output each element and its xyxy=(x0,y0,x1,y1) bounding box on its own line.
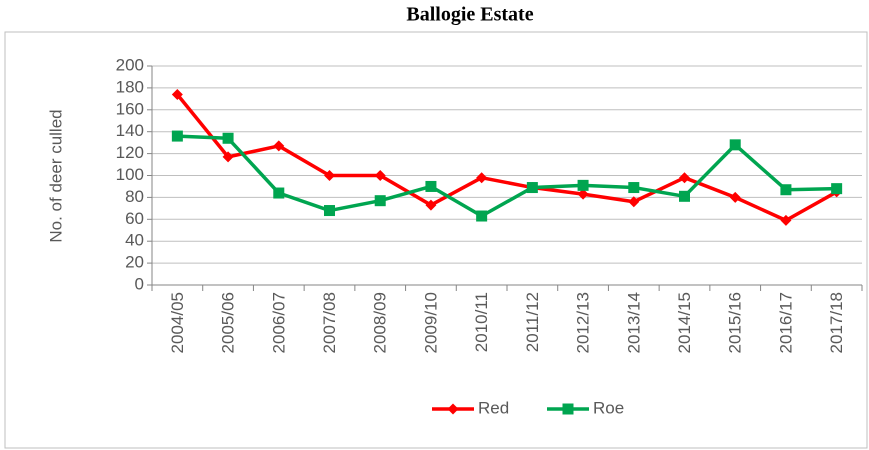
y-tick-label: 80 xyxy=(125,187,144,206)
y-tick-label: 0 xyxy=(135,274,144,293)
marker xyxy=(628,196,640,208)
marker xyxy=(476,210,488,222)
marker xyxy=(222,151,234,163)
marker xyxy=(476,172,488,184)
marker xyxy=(222,132,234,144)
marker xyxy=(729,139,741,151)
marker xyxy=(577,188,589,200)
y-tick-label: 60 xyxy=(125,209,144,228)
marker xyxy=(780,184,792,196)
y-tick-label: 100 xyxy=(116,165,144,184)
marker xyxy=(780,214,792,226)
legend-label: Roe xyxy=(593,398,624,417)
x-tick-label: 2004/05 xyxy=(168,292,187,353)
x-tick-label: 2005/06 xyxy=(219,292,238,353)
y-tick-label: 120 xyxy=(116,143,144,162)
marker xyxy=(562,403,574,415)
marker xyxy=(425,199,437,211)
x-tick-label: 2014/15 xyxy=(675,292,694,353)
x-tick-label: 2015/16 xyxy=(726,292,745,353)
marker xyxy=(324,170,335,181)
x-tick-label: 2013/14 xyxy=(624,292,643,353)
marker xyxy=(374,195,386,207)
x-tick-label: 2011/12 xyxy=(523,292,542,352)
y-tick-label: 200 xyxy=(116,55,144,74)
x-tick-label: 2017/18 xyxy=(827,292,846,353)
x-tick-label: 2016/17 xyxy=(776,292,795,353)
x-tick-label: 2012/13 xyxy=(574,292,593,353)
marker xyxy=(831,183,843,195)
marker xyxy=(171,130,183,142)
y-tick-label: 140 xyxy=(116,121,144,140)
marker xyxy=(729,191,741,203)
x-tick-label: 2006/07 xyxy=(269,292,288,353)
x-tick-label: 2008/09 xyxy=(371,292,390,353)
y-tick-label: 180 xyxy=(116,77,144,96)
marker xyxy=(273,187,285,199)
series-line xyxy=(177,134,837,218)
marker xyxy=(679,172,690,184)
marker xyxy=(171,88,183,100)
x-tick-label: 2009/10 xyxy=(421,292,440,353)
x-tick-label: 2010/11 xyxy=(472,292,491,352)
legend-label: Red xyxy=(478,398,509,417)
marker xyxy=(324,205,335,217)
marker xyxy=(679,190,690,202)
y-tick-label: 160 xyxy=(116,99,144,118)
series-line xyxy=(175,93,838,223)
marker xyxy=(374,170,386,181)
marker xyxy=(577,179,589,191)
chart-border xyxy=(4,31,868,449)
marker xyxy=(628,182,640,194)
marker xyxy=(273,140,285,152)
y-tick-label: 20 xyxy=(125,253,144,272)
chart-title: Ballogie Estate xyxy=(406,4,533,26)
y-axis-label: No. of deer culled xyxy=(46,109,65,242)
marker xyxy=(447,403,459,415)
x-tick-label: 2007/08 xyxy=(320,292,339,353)
marker xyxy=(526,182,538,194)
marker xyxy=(425,180,437,192)
y-tick-label: 40 xyxy=(125,231,144,250)
